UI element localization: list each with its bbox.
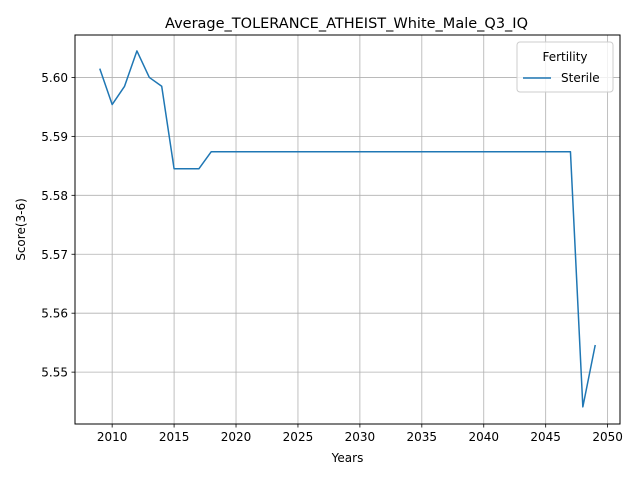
x-tick-label: 2045 (530, 430, 561, 444)
x-axis: 2010 2015 2020 2025 2030 2035 2040 2045 2050 (97, 424, 623, 444)
y-tick-label: 5.60 (41, 71, 68, 85)
x-axis-title: Years (331, 451, 364, 465)
y-tick-label: 5.55 (41, 366, 68, 380)
y-axis: 5.55 5.56 5.57 5.58 5.59 5.60 (41, 71, 75, 380)
x-tick-label: 2040 (468, 430, 499, 444)
x-tick-label: 2020 (221, 430, 252, 444)
x-tick-label: 2050 (592, 430, 623, 444)
legend-label-sterile: Sterile (561, 71, 600, 85)
chart-title: Average_TOLERANCE_ATHEIST_White_Male_Q3_… (165, 16, 528, 32)
x-tick-label: 2035 (407, 430, 438, 444)
grid-lines (75, 35, 620, 424)
x-tick-label: 2015 (159, 430, 190, 444)
y-tick-label: 5.56 (41, 307, 68, 321)
series-line-sterile (99, 50, 596, 408)
legend: Fertility Sterile (516, 41, 614, 93)
y-tick-label: 5.59 (41, 130, 68, 144)
legend-box (516, 41, 614, 93)
legend-title: Fertility (542, 50, 587, 64)
y-tick-label: 5.57 (41, 248, 68, 262)
plot-frame (74, 34, 621, 425)
x-tick-label: 2025 (283, 430, 314, 444)
x-tick-label: 2030 (345, 430, 376, 444)
x-tick-label: 2010 (97, 430, 128, 444)
y-axis-title: Score(3-6) (14, 198, 28, 261)
y-tick-label: 5.58 (41, 189, 68, 203)
series-layer (99, 50, 596, 408)
